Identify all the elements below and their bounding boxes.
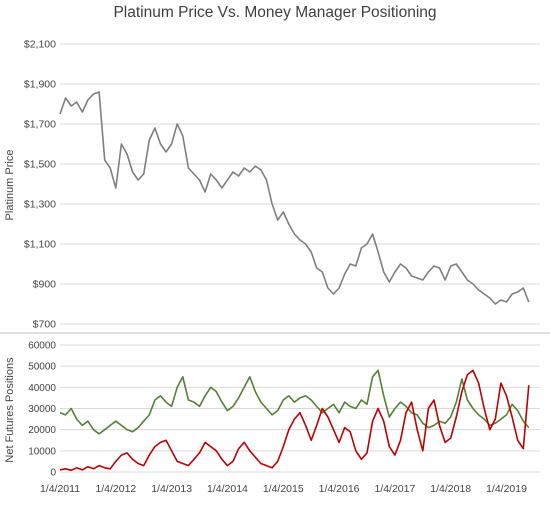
chart-title: Platinum Price Vs. Money Manager Positio…: [113, 4, 437, 21]
y-tick-label: 50000: [28, 362, 56, 373]
y-tick-label: 20000: [28, 425, 56, 436]
y-tick-label: 60000: [28, 341, 56, 352]
x-tick-label: 1/4/2014: [207, 483, 248, 495]
y-tick-label: 30000: [28, 404, 56, 415]
bottom-series-lines: [59, 369, 530, 472]
x-tick-label: 1/4/2013: [151, 483, 192, 495]
y-tick-label: 40000: [28, 383, 56, 394]
y-tick-label: $1,300: [24, 199, 56, 211]
y-tick-label: $2,100: [24, 39, 56, 51]
top-y-tick-labels: $700 $900 $1,100 $1,300 $1,500 $1,700 $1,900 $2…: [24, 39, 56, 331]
x-tick-label: 1/4/2016: [319, 483, 360, 495]
top-y-axis-label: Platinum Price: [4, 150, 16, 221]
y-tick-label: $1,100: [24, 239, 56, 251]
x-tick-label: 1/4/2017: [374, 483, 415, 495]
bottom-y-axis-label: Net Futures Positions: [4, 357, 16, 463]
x-tick-labels: 1/4/2011 1/4/2012 1/4/2013 1/4/2014 1/4/2015…: [40, 483, 527, 495]
top-series-lines: [59, 91, 530, 305]
series-line-2: [59, 369, 530, 472]
y-tick-label: $900: [33, 279, 57, 291]
bottom-gridlines: [60, 344, 540, 473]
y-tick-label: 0: [50, 468, 56, 479]
top-gridlines: [60, 43, 540, 325]
x-tick-label: 1/4/2019: [486, 483, 527, 495]
y-tick-label: $1,900: [24, 79, 56, 91]
x-tick-label: 1/4/2011: [40, 483, 80, 495]
bottom-y-tick-labels: 0 10000 20000 30000 40000 50000 60000: [28, 341, 56, 479]
x-tick-label: 1/4/2018: [430, 483, 471, 495]
y-tick-label: 10000: [28, 446, 56, 457]
series-line-1: [59, 369, 530, 435]
y-tick-label: $700: [33, 319, 57, 331]
x-tick-label: 1/4/2012: [95, 483, 136, 495]
y-tick-label: $1,500: [24, 159, 56, 171]
series-line-1: [59, 91, 530, 305]
y-tick-label: $1,700: [24, 119, 56, 131]
x-tick-label: 1/4/2015: [263, 483, 304, 495]
